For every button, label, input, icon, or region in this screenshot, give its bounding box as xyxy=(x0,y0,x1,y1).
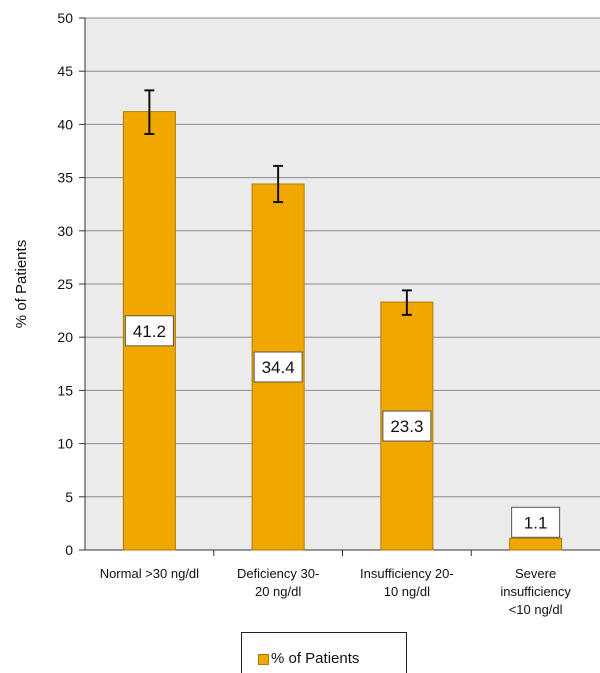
x-tick-label: Deficiency 30-20 ng/dl xyxy=(237,566,319,599)
bar xyxy=(509,537,563,551)
data-label-box xyxy=(253,351,303,383)
y-axis-label: % of Patients xyxy=(13,240,30,328)
data-label: 1.1 xyxy=(524,513,548,532)
y-tick-label: 45 xyxy=(57,63,73,79)
x-tick-label: Severe insufficiency <10 ng/dl xyxy=(500,566,571,617)
x-tick-label: Normal >30 ng/dl xyxy=(100,566,199,581)
y-tick-label: 25 xyxy=(57,276,73,292)
y-tick-label: 40 xyxy=(57,116,73,132)
legend: % of Patients xyxy=(241,632,407,673)
y-tick-label: 35 xyxy=(57,170,73,186)
data-label-box xyxy=(382,410,432,442)
y-tick-label: 0 xyxy=(65,542,73,558)
data-label: 41.2 xyxy=(133,322,166,341)
y-tick-label: 5 xyxy=(65,489,73,505)
y-tick-label: 10 xyxy=(57,436,73,452)
x-tick-label: Insufficiency 20-10 ng/dl xyxy=(360,566,454,599)
data-label: 34.4 xyxy=(262,358,295,377)
data-label-box xyxy=(124,315,174,347)
y-tick-label: 15 xyxy=(57,382,73,398)
y-tick-label: 50 xyxy=(57,10,73,26)
y-tick-label: 30 xyxy=(57,223,73,239)
data-label: 23.3 xyxy=(390,417,423,436)
y-tick-label: 20 xyxy=(57,329,73,345)
legend-label: % of Patients xyxy=(271,650,360,667)
data-label-box xyxy=(511,506,561,538)
legend-swatch xyxy=(258,654,269,665)
